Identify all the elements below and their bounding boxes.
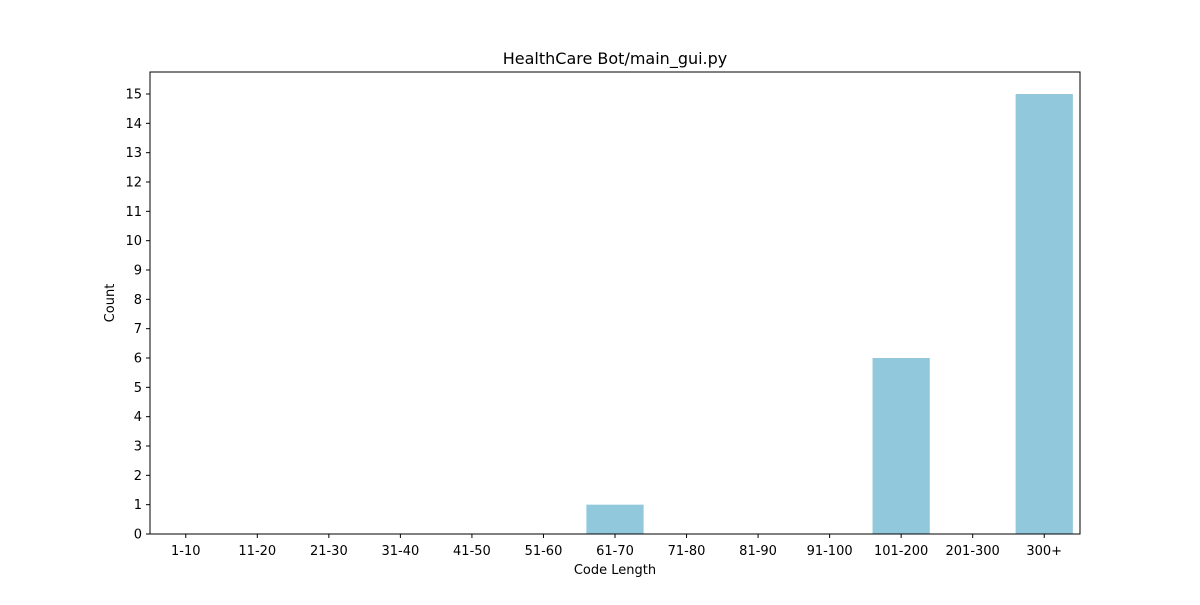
y-axis-label: Count: [103, 284, 118, 323]
y-tick-label: 3: [134, 440, 142, 455]
x-tick-label: 1-10: [171, 544, 201, 559]
x-tick-label: 51-60: [525, 544, 563, 559]
x-tick-label: 11-20: [238, 544, 276, 559]
y-tick-label: 1: [134, 498, 142, 513]
bar-300+: [1015, 94, 1073, 534]
x-axis: 1-10 11-20 21-30 31-40 41-50 51-60 61-70 71-80 8…: [171, 534, 1062, 559]
x-tick-label: 81-90: [739, 544, 777, 559]
plot-frame: [149, 71, 1081, 535]
bar-61-70: [586, 504, 644, 534]
y-tick-label: 11: [125, 205, 142, 220]
x-tick-label: 300+: [1026, 544, 1062, 559]
bars-group: [586, 94, 1073, 534]
x-tick-label: 101-200: [874, 544, 928, 559]
x-tick-label: 41-50: [453, 544, 491, 559]
y-tick-label: 7: [134, 322, 142, 337]
x-tick-label: 61-70: [596, 544, 634, 559]
x-tick-label: 21-30: [310, 544, 348, 559]
y-tick-label: 10: [125, 234, 142, 249]
y-tick-label: 6: [134, 352, 142, 367]
y-tick-label: 15: [125, 88, 142, 103]
x-tick-label: 71-80: [668, 544, 706, 559]
y-tick-label: 13: [125, 146, 142, 161]
y-tick-label: 14: [125, 117, 142, 132]
y-tick-label: 5: [134, 381, 142, 396]
x-tick-label: 201-300: [946, 544, 1000, 559]
y-tick-label: 2: [134, 469, 142, 484]
y-tick-label: 8: [134, 293, 142, 308]
x-axis-label: Code Length: [574, 563, 656, 578]
y-tick-label: 12: [125, 176, 142, 191]
y-tick-label: 9: [134, 264, 142, 279]
y-tick-label: 4: [134, 410, 142, 425]
chart-title: HealthCare Bot/main_gui.py: [503, 49, 728, 69]
x-tick-label: 31-40: [381, 544, 419, 559]
y-tick-label: 0: [134, 528, 142, 543]
x-tick-label: 91-100: [807, 544, 853, 559]
bar-101-200: [872, 358, 930, 534]
